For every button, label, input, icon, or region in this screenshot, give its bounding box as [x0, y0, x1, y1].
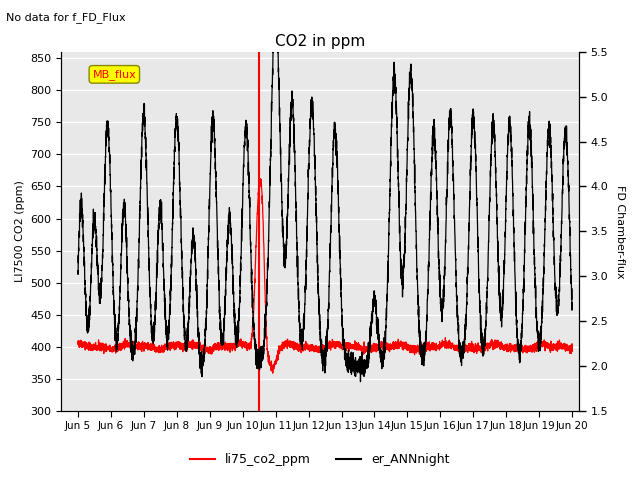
- Y-axis label: FD Chamber-flux: FD Chamber-flux: [615, 184, 625, 278]
- Legend: li75_co2_ppm, er_ANNnight: li75_co2_ppm, er_ANNnight: [186, 448, 454, 471]
- Y-axis label: LI7500 CO2 (ppm): LI7500 CO2 (ppm): [15, 180, 25, 282]
- Title: CO2 in ppm: CO2 in ppm: [275, 34, 365, 49]
- Text: MB_flux: MB_flux: [92, 69, 136, 80]
- Text: No data for f_FD_Flux: No data for f_FD_Flux: [6, 12, 126, 23]
